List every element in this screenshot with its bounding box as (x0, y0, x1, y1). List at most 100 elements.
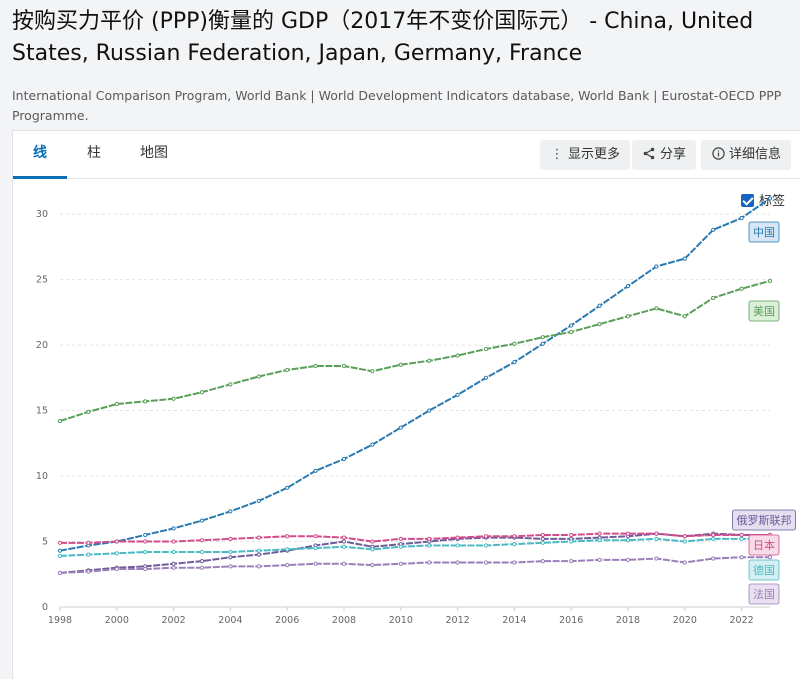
data-point (483, 346, 489, 352)
data-point (171, 561, 176, 566)
data-point (57, 540, 63, 545)
data-point (341, 544, 347, 549)
data-point (483, 534, 489, 539)
series-line (59, 279, 771, 422)
view-tabs: 线 柱 地图 ⋮ 显示更多 分享 详细信息 (13, 131, 800, 179)
series-end-label-box (748, 300, 780, 322)
data-point (341, 363, 347, 369)
show-more-button[interactable]: ⋮ 显示更多 (540, 140, 631, 170)
data-point (114, 551, 119, 556)
data-point (341, 535, 347, 540)
data-point (739, 532, 744, 538)
data-point (569, 323, 574, 328)
data-point (398, 425, 403, 430)
data-point (455, 560, 460, 565)
data-point (427, 408, 432, 413)
data-point (285, 367, 290, 373)
data-point (427, 358, 432, 363)
details-button[interactable]: 详细信息 (701, 140, 792, 170)
data-point (285, 485, 290, 490)
data-point (597, 557, 602, 562)
data-point (398, 536, 403, 541)
data-point (512, 560, 517, 565)
x-tick-label: 2000 (105, 615, 129, 626)
data-point (341, 561, 347, 566)
data-point (143, 539, 148, 544)
data-point (370, 547, 375, 552)
series-end-label: 日本 (753, 538, 775, 552)
data-point (540, 532, 545, 538)
x-tick-label: 2010 (389, 615, 413, 626)
series-line (59, 537, 770, 557)
data-point (427, 543, 432, 548)
data-point (455, 353, 460, 358)
data-point (398, 544, 403, 549)
data-point (171, 549, 176, 555)
x-tick-label: 2004 (218, 615, 242, 626)
data-point (171, 565, 176, 570)
tab-line[interactable]: 线 (13, 131, 67, 179)
data-point (711, 556, 716, 561)
x-tick-label: 2018 (616, 615, 640, 626)
data-point (739, 286, 744, 291)
data-point (370, 442, 375, 447)
data-point (171, 396, 176, 401)
data-point (767, 278, 773, 283)
data-point (625, 284, 631, 289)
data-point (483, 543, 489, 548)
data-point (625, 538, 631, 543)
tab-bar[interactable]: 柱 (87, 145, 101, 161)
y-tick-label: 30 (36, 209, 48, 220)
labels-toggle[interactable]: 标签 (741, 193, 785, 211)
data-point (569, 559, 574, 564)
data-point (199, 390, 205, 395)
data-point (625, 314, 631, 319)
data-point (767, 196, 773, 201)
data-point (313, 468, 318, 473)
series-end-label: 德国 (753, 563, 775, 577)
series-end-label-box (732, 509, 796, 531)
data-point (654, 264, 659, 269)
data-point (654, 306, 659, 311)
series-end-label-box (748, 221, 780, 243)
data-point (739, 536, 744, 541)
y-tick-label: 0 (42, 602, 48, 613)
data-point (143, 532, 148, 538)
data-point (427, 560, 432, 565)
data-point (512, 359, 517, 365)
data-point (370, 369, 375, 374)
series-end-label: 法国 (753, 587, 775, 601)
data-point (199, 559, 205, 564)
data-point (86, 569, 91, 574)
tab-map[interactable]: 地图 (140, 145, 168, 161)
line-chart: 0 5 10 15 20 25 30 1998 2000 2002 2004 2006 2008 2010… (36, 196, 796, 626)
y-tick-label: 15 (36, 406, 48, 417)
data-point (86, 552, 91, 557)
more-vertical-icon: ⋮ (550, 147, 564, 162)
labels-checkbox[interactable] (741, 194, 754, 207)
data-point (228, 382, 233, 387)
x-tick-label: 2020 (673, 615, 697, 626)
data-point (199, 538, 205, 543)
data-point (739, 215, 744, 221)
data-point (256, 535, 261, 540)
data-point (398, 362, 403, 367)
data-point (256, 564, 261, 569)
y-tick-label: 25 (36, 275, 48, 286)
data-point (455, 535, 460, 540)
data-point (739, 555, 744, 560)
data-point (228, 549, 233, 555)
data-point (711, 295, 716, 301)
share-button[interactable]: 分享 (632, 140, 697, 170)
data-point (228, 509, 233, 514)
data-point (682, 560, 687, 565)
x-tick-label: 1998 (48, 615, 72, 626)
data-point (57, 418, 63, 424)
data-point (711, 532, 716, 538)
x-tick-label: 2016 (559, 615, 583, 626)
data-point (597, 538, 602, 543)
data-point (313, 363, 318, 369)
series-end-label-box (748, 534, 780, 556)
data-point (57, 570, 63, 576)
data-point (569, 329, 574, 335)
